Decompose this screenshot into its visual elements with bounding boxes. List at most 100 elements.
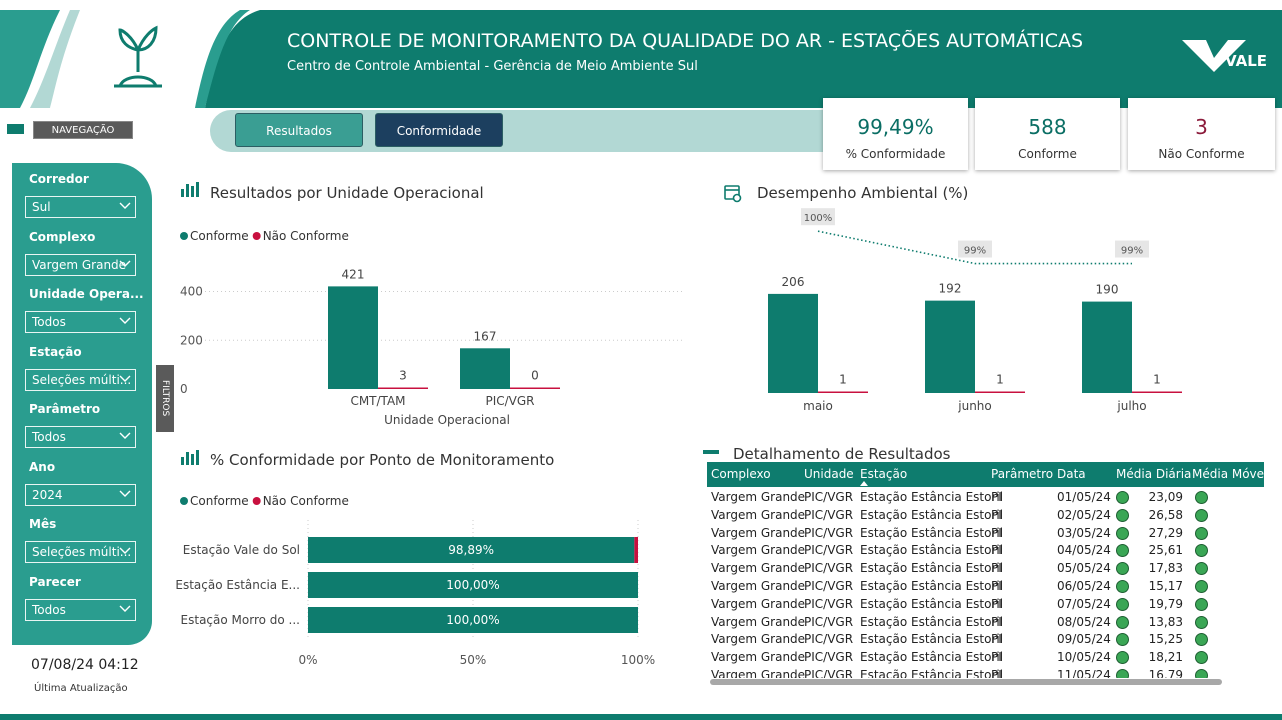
x-tick-label: 100%	[621, 653, 655, 667]
status-icon	[1195, 562, 1208, 576]
chevron-path	[119, 490, 131, 497]
legend-dot	[180, 232, 188, 240]
table: Complexo Unidade Estação Parâmetro Data Média…	[707, 462, 1264, 678]
filter-dropdown[interactable]: Todos	[25, 598, 136, 621]
column-header[interactable]: Estação	[860, 467, 908, 481]
chevron-path	[119, 202, 131, 209]
sort-arrow	[860, 481, 868, 486]
chevron	[119, 375, 131, 382]
table-cell: 10/05/24	[1057, 650, 1111, 665]
filter-dropdown[interactable]: Seleções múlti...	[25, 368, 136, 391]
column-header[interactable]: Média Móve	[1192, 467, 1264, 481]
column-header[interactable]: Data	[1057, 467, 1086, 481]
y-tick-label: 0	[180, 382, 188, 396]
table-cell: PI	[991, 632, 1002, 647]
legend-label: Não Conforme	[263, 494, 349, 508]
table-cell: 17,83	[1148, 561, 1183, 576]
status-icon	[1195, 526, 1208, 540]
kpi-card: 588 Conforme	[975, 98, 1120, 170]
x-tick-label: 50%	[460, 653, 487, 667]
plant-icon	[114, 25, 162, 88]
column-header[interactable]: Parâmetro	[991, 467, 1054, 481]
table-cell: Estação Estância Estoril	[860, 507, 1004, 522]
status-icon	[1195, 651, 1208, 665]
x-tick-label: PIC/VGR	[485, 394, 534, 408]
column-header[interactable]: Unidade	[804, 467, 854, 481]
table-cell: Estação Estância Estoril	[860, 650, 1004, 665]
filter-dropdown[interactable]: 2024	[25, 483, 136, 506]
table-cell: 11/05/24	[1057, 668, 1111, 678]
nav-button[interactable]: Resultados	[235, 113, 363, 147]
filter-dropdown[interactable]: Todos	[25, 311, 136, 333]
table-cell: Estação Estância Estoril	[860, 561, 1004, 576]
table-cell: PI	[991, 596, 1002, 611]
table-header: Complexo Unidade Estação Parâmetro Data Média…	[707, 462, 1264, 487]
data-label: 99%	[964, 246, 986, 257]
status-icon	[1195, 544, 1208, 558]
data-label: 421	[342, 267, 365, 281]
sort-indicator	[860, 481, 868, 486]
header-curve	[0, 10, 60, 108]
table-cell: 01/05/24	[1057, 490, 1111, 504]
header-background	[0, 10, 1282, 108]
bar	[818, 391, 868, 393]
data-label: 98,89%	[448, 543, 494, 557]
filter-dropdown[interactable]: Todos	[25, 426, 136, 448]
chevron-path	[119, 260, 131, 267]
filter-dropdown[interactable]: Sul	[25, 196, 136, 218]
table-cell: Vargem Grande	[711, 561, 806, 576]
status-icon	[1195, 580, 1208, 593]
nav-button[interactable]: Conformidade	[375, 113, 503, 147]
chevron-path	[119, 432, 131, 439]
chevron	[119, 317, 131, 324]
table-cell: 09/05/24	[1057, 632, 1111, 647]
filter-dropdown[interactable]: Seleções múlti...	[25, 541, 136, 563]
table-cell: PIC/VGR	[804, 632, 854, 647]
data-label: 99%	[1121, 246, 1143, 257]
calendar-icon	[724, 185, 742, 203]
chevron-path	[119, 375, 131, 382]
table-cell: Estação Estância Estoril	[860, 596, 1004, 611]
filter-dropdown[interactable]: Vargem Grande	[25, 253, 136, 276]
header-subtitle: Centro de Controle Ambiental - Gerência …	[287, 59, 698, 74]
kpi-value: 99,49%	[857, 115, 934, 139]
filter-label: Unidade Opera...	[29, 287, 144, 301]
data-label: 1	[1153, 373, 1161, 387]
data-label-bg	[1115, 240, 1149, 258]
filter-label: Mês	[29, 517, 57, 531]
bar	[1132, 391, 1182, 393]
table-cell: 03/05/24	[1057, 525, 1111, 540]
legend-label: Conforme	[190, 229, 249, 243]
column-header[interactable]: Média Diária	[1116, 467, 1192, 481]
data-label: 100,00%	[446, 613, 499, 627]
line	[817, 230, 1132, 265]
data-label: 167	[474, 329, 497, 343]
status-icon	[1195, 597, 1208, 611]
filter-label: Estação	[29, 344, 82, 359]
chevron	[119, 490, 131, 497]
update-label: Última Atualização	[34, 683, 128, 694]
table-cell: Vargem Grande	[711, 614, 806, 629]
scrollbar[interactable]	[710, 679, 1222, 685]
legend-label: Conforme	[190, 494, 249, 508]
bar-segment	[308, 572, 638, 598]
bar-segment	[308, 607, 638, 633]
bar	[328, 286, 378, 389]
table-cell: Vargem Grande	[711, 650, 806, 665]
table-cell: PIC/VGR	[804, 490, 854, 504]
table-icon	[703, 450, 719, 454]
table-cell: 13,83	[1148, 614, 1183, 629]
logo-text: VALE	[1225, 52, 1268, 70]
legend-dot	[180, 497, 188, 505]
filters-tab[interactable]: FILTROS	[156, 365, 174, 432]
chevron	[119, 432, 131, 439]
nav-marker	[7, 124, 24, 134]
column-header[interactable]: Complexo	[711, 467, 771, 481]
table-cell: PI	[991, 668, 1002, 678]
table-cell: Vargem Grande	[711, 596, 806, 611]
table-cell: 07/05/24	[1057, 596, 1111, 611]
table-cell: Estação Estância Estoril	[860, 614, 1004, 629]
table-cell: PIC/VGR	[804, 507, 854, 522]
table-cell: Estação Estância Estoril	[860, 543, 1004, 558]
